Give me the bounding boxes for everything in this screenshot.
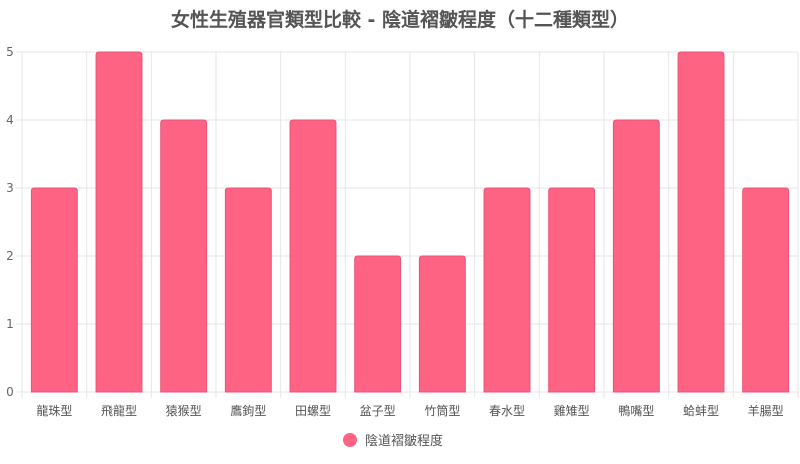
y-tick-label: 5 [6, 45, 14, 59]
chart-title: 女性生殖器官類型比較 - 陰道褶皺程度（十二種類型） [171, 8, 629, 31]
x-tick-label: 田螺型 [295, 404, 331, 418]
x-tick-label: 鷹鉤型 [230, 403, 266, 418]
bar-7[interactable] [418, 255, 466, 393]
bar-11[interactable] [677, 51, 725, 393]
bar-8[interactable] [483, 187, 531, 393]
bars [30, 51, 790, 393]
bar-12[interactable] [742, 187, 790, 393]
y-tick-label: 4 [6, 113, 14, 127]
x-tick-label: 猿猴型 [166, 403, 202, 418]
x-axis: 龍珠型 飛龍型 猿猴型 鷹鉤型 田螺型 盆子型 竹筒型 春水型 雞雉型 鴨嘴型 蛤蚌型 羊腸型 [36, 403, 783, 418]
y-tick-label: 3 [6, 181, 14, 195]
y-axis: 0 1 2 3 4 5 [6, 45, 14, 399]
legend-swatch [343, 433, 357, 447]
x-tick-label: 飛龍型 [101, 403, 137, 418]
x-tick-label: 龍珠型 [36, 403, 72, 418]
x-tick-label: 竹筒型 [424, 403, 460, 418]
x-tick-label: 羊腸型 [748, 403, 784, 418]
bar-5[interactable] [289, 119, 337, 393]
bar-1[interactable] [30, 187, 78, 393]
x-tick-label: 春水型 [489, 404, 525, 418]
legend[interactable]: 陰道褶皺程度 [343, 433, 443, 449]
y-tick-label: 0 [6, 385, 14, 399]
bar-3[interactable] [160, 119, 208, 393]
y-tick-label: 1 [6, 317, 14, 331]
x-tick-label: 盆子型 [360, 404, 396, 418]
y-tick-label: 2 [6, 249, 14, 263]
grid [16, 51, 799, 398]
x-tick-label: 雞雉型 [554, 404, 590, 418]
bar-4[interactable] [224, 187, 272, 393]
legend-label: 陰道褶皺程度 [365, 433, 443, 449]
bar-9[interactable] [548, 187, 596, 393]
bar-6[interactable] [354, 255, 402, 393]
x-tick-label: 蛤蚌型 [683, 404, 719, 418]
bar-2[interactable] [95, 51, 143, 393]
x-tick-label: 鴨嘴型 [618, 404, 654, 418]
bar-10[interactable] [612, 119, 660, 393]
